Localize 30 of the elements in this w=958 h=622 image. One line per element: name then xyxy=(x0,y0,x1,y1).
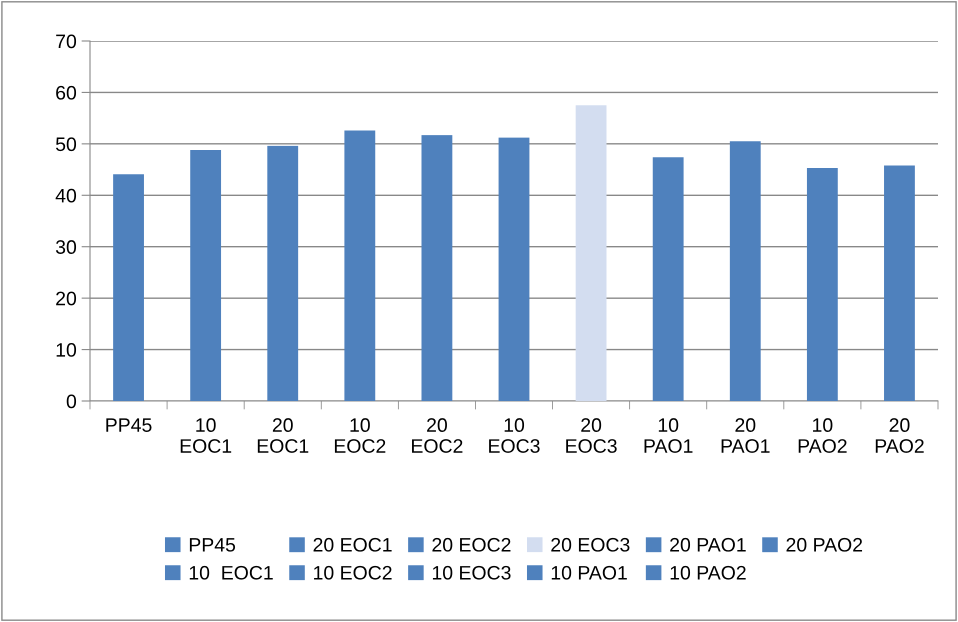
x-tick-label: 20 EOC2 xyxy=(412,418,462,453)
legend-label: 20 EOC1 xyxy=(314,538,392,552)
legend-label: 20 EOC3 xyxy=(551,538,630,552)
x-tick-label: 20 PAO1 xyxy=(722,418,770,453)
legend-label: 10 PAO2 xyxy=(670,566,746,580)
y-tick-label: 0 xyxy=(66,394,76,408)
legend-label: 10 PAO1 xyxy=(552,566,627,580)
x-tick-label: 10 PAO1 xyxy=(644,418,692,453)
x-tick-label: 20 EOC1 xyxy=(258,418,308,453)
x-tick-label: PP45 xyxy=(106,418,152,432)
legend-label: 20 PAO1 xyxy=(670,538,746,552)
y-tick-label: 60 xyxy=(56,86,76,100)
x-tick-label: 10 EOC2 xyxy=(334,418,386,453)
legend-label: 20 PAO2 xyxy=(786,538,862,552)
legend-label: PP45 xyxy=(190,538,236,552)
x-tick-label: 10 EOC3 xyxy=(489,418,540,453)
x-tick-label: 10 EOC1 xyxy=(180,418,232,453)
y-tick-label: 50 xyxy=(56,137,76,152)
x-tick-label: 20 EOC3 xyxy=(566,418,617,453)
y-tick-label: 20 xyxy=(56,292,76,306)
x-tick-label: 20 PAO2 xyxy=(876,418,924,453)
legend-label: 20 EOC2 xyxy=(432,538,510,552)
y-tick-label: 10 xyxy=(56,343,76,357)
y-tick-label: 70 xyxy=(56,34,76,48)
legend-label: 10 EOC2 xyxy=(314,566,392,580)
legend-label: 10 EOC1 xyxy=(190,566,273,580)
legend-label: 10 EOC3 xyxy=(432,566,511,580)
y-tick-label: 30 xyxy=(56,240,76,254)
y-tick-label: 40 xyxy=(56,188,76,203)
x-tick-label: 10 PAO2 xyxy=(798,418,847,453)
